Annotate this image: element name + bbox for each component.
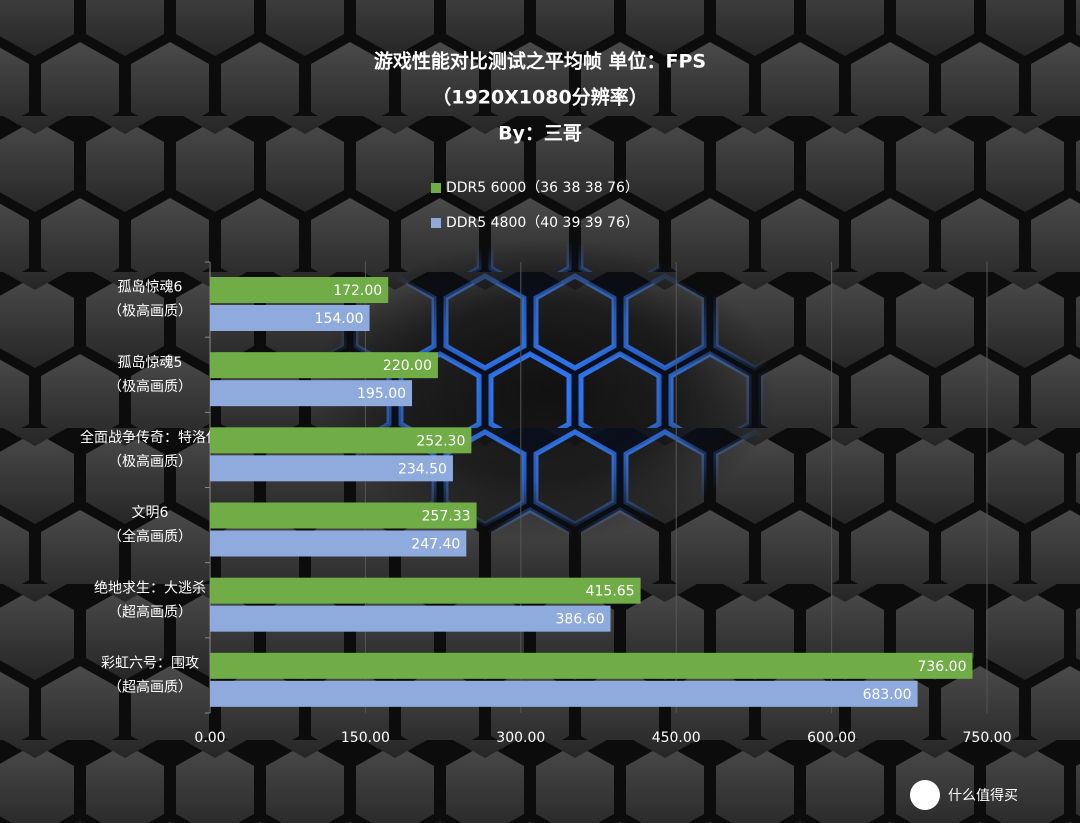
x-tick-label: 150.00: [341, 730, 390, 746]
data-label: 195.00: [357, 386, 406, 402]
watermark: 什么值得买: [948, 787, 1018, 804]
y-tick-label: （极高画质）: [108, 378, 192, 395]
bar: [210, 305, 370, 331]
chart-title: By：三哥: [498, 123, 582, 145]
x-tick-label: 750.00: [963, 730, 1012, 746]
y-tick-label: 全面战争传奇：特洛伊: [80, 429, 220, 446]
chart-title: （1920X1080分辨率）: [432, 86, 647, 109]
y-tick-label: （超高画质）: [108, 678, 192, 695]
y-tick-label: （超高画质）: [108, 603, 192, 620]
data-label: 247.40: [411, 537, 460, 553]
y-tick-label: （全高画质）: [108, 528, 192, 545]
data-label: 172.00: [333, 283, 382, 299]
y-tick-label: 孤岛惊魂5: [118, 355, 183, 371]
bar: [210, 427, 472, 454]
bar: [210, 455, 453, 482]
plot: 游戏性能对比测试之平均帧 单位：FPS （1920X1080分辨率） By：三哥 DD…: [80, 50, 1018, 810]
x-tick-label: 450.00: [652, 730, 701, 746]
legend-label: DDR5 4800（40 39 39 76）: [446, 215, 639, 231]
bar: [210, 277, 389, 303]
chart-title: 游戏性能对比测试之平均帧 单位：FPS: [374, 50, 706, 73]
bar: [210, 502, 477, 529]
y-tick-label: 文明6: [132, 505, 169, 521]
bar: [210, 577, 641, 604]
x-tick-label: 600.00: [807, 730, 856, 746]
x-tick-label: 0.00: [194, 730, 225, 746]
bar: [210, 530, 467, 557]
data-label: 683.00: [863, 687, 912, 703]
y-tick-label: （极高画质）: [108, 303, 192, 320]
watermark-logo: [910, 780, 940, 810]
data-label: 234.50: [398, 461, 447, 477]
bar: [210, 380, 413, 407]
bar: [210, 652, 973, 679]
data-label: 386.60: [556, 612, 605, 628]
data-label: 220.00: [383, 358, 432, 374]
bar: [210, 605, 611, 632]
data-label: 415.65: [586, 584, 635, 600]
y-tick-label: 孤岛惊魂6: [118, 280, 183, 296]
legend-swatch: [431, 183, 441, 193]
bar: [210, 352, 438, 379]
data-label: 154.00: [315, 311, 364, 327]
data-label: 257.33: [422, 509, 471, 525]
data-label: 252.30: [416, 433, 465, 449]
x-tick-label: 300.00: [496, 730, 545, 746]
legend-swatch: [431, 218, 441, 228]
y-tick-label: 彩虹六号：围攻: [101, 655, 199, 671]
legend-label: DDR5 6000（36 38 38 76）: [446, 180, 639, 196]
data-label: 736.00: [917, 659, 966, 675]
y-tick-label: （极高画质）: [108, 453, 192, 470]
y-tick-label: 绝地求生：大逃杀: [94, 580, 206, 596]
bar: [210, 680, 918, 707]
